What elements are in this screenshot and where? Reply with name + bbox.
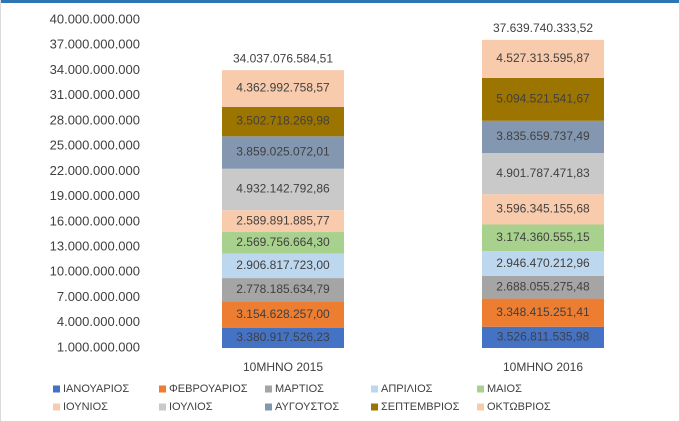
bar-segment	[222, 136, 344, 169]
data-label: 4.362.992.758,57	[236, 81, 330, 95]
data-label: 2.589.891.885,77	[236, 213, 330, 227]
bar-segment	[222, 106, 344, 137]
legend-label: ΣΕΠΤΕΜΒΡΙΟΣ	[381, 401, 460, 413]
legend-swatch	[265, 385, 272, 393]
y-tick-label: 19.000.000.000	[50, 188, 140, 203]
legend-label: ΑΠΡΙΛΙΟΣ	[381, 383, 433, 395]
bar-segment	[482, 298, 604, 327]
legend-label: ΙΟΥΝΙΟΣ	[63, 401, 108, 413]
legend-label: ΜΑΙΟΣ	[487, 383, 522, 395]
legend-label: ΙΑΝΟΥΑΡΙΟΣ	[63, 383, 129, 395]
legend-swatch	[477, 385, 484, 393]
bar-segment	[482, 275, 604, 299]
data-label: 3.596.345.155,68	[496, 202, 590, 216]
legend-swatch	[477, 403, 484, 411]
bar-segment	[222, 168, 344, 211]
bar-segment	[482, 326, 604, 348]
bar-segment	[222, 232, 344, 254]
data-label: 2.778.185.634,79	[236, 282, 330, 296]
data-label: 4.932.142.792,86	[236, 182, 330, 196]
y-tick-label: 16.000.000.000	[50, 213, 140, 228]
data-label: 3.154.628.257,00	[236, 307, 330, 321]
legend-swatch	[265, 403, 272, 411]
y-tick-label: 34.000.000.000	[50, 62, 140, 77]
y-tick-label: 7.000.000.000	[57, 289, 140, 304]
data-label: 2.688.055.275,48	[496, 279, 590, 293]
data-label: 3.348.415.251,41	[496, 305, 590, 319]
total-label: 37.639.740.333,52	[493, 21, 593, 35]
y-tick-label: 40.000.000.000	[50, 11, 140, 26]
y-tick-label: 10.000.000.000	[50, 264, 140, 279]
bar-segment	[222, 278, 344, 302]
y-tick-label: 1.000.000.000	[57, 339, 140, 354]
bar-segment	[222, 301, 344, 328]
bar-segment	[482, 77, 604, 121]
y-tick-label: 4.000.000.000	[57, 314, 140, 329]
bar-segment	[482, 153, 604, 195]
x-tick-label: 10ΜΗΝΟ 2015	[243, 360, 323, 374]
bar-segment	[222, 253, 344, 279]
y-tick-label: 13.000.000.000	[50, 239, 140, 254]
data-label: 3.174.360.555,15	[496, 230, 590, 244]
x-tick-label: 10ΜΗΝΟ 2016	[503, 360, 583, 374]
legend-label: ΜΑΡΤΙΟΣ	[275, 383, 324, 395]
data-label: 3.859.025.072,01	[236, 145, 330, 159]
data-label: 3.502.718.269,98	[236, 114, 330, 128]
data-label: 4.527.313.595,87	[496, 51, 590, 65]
data-label: 3.835.659.737,49	[496, 129, 590, 143]
bar-segment	[482, 120, 604, 154]
data-label: 5.094.521.541,67	[496, 92, 590, 106]
legend-label: ΟΚΤΩΒΡΙΟΣ	[487, 401, 551, 413]
y-tick-label: 22.000.000.000	[50, 163, 140, 178]
data-label: 3.526.811.535,98	[497, 330, 590, 344]
data-label: 4.901.787.471,83	[496, 166, 590, 180]
legend-label: ΑΥΓΟΥΣΤΟΣ	[275, 401, 339, 413]
legend-label: ΦΕΒΡΟΥΑΡΙΟΣ	[169, 383, 248, 395]
bar-segment	[482, 39, 604, 78]
legend-swatch	[159, 403, 166, 411]
bar-segment	[482, 194, 604, 225]
legend-swatch	[159, 385, 166, 393]
data-label: 2.906.817.723,00	[236, 258, 330, 272]
legend-label: ΙΟΥΛΙΟΣ	[169, 401, 213, 413]
y-tick-label: 28.000.000.000	[50, 112, 140, 127]
bar-segment	[222, 327, 344, 348]
total-label: 34.037.076.584,51	[233, 51, 333, 65]
data-label: 2.569.756.664,30	[236, 235, 330, 249]
data-label: 3.380.917.526,23	[236, 330, 330, 344]
legend-swatch	[371, 403, 378, 411]
legend-swatch	[371, 385, 378, 393]
top-edge	[0, 0, 680, 3]
data-label: 2.946.470.212,96	[496, 256, 590, 270]
y-tick-label: 37.000.000.000	[50, 37, 140, 52]
y-tick-label: 31.000.000.000	[50, 87, 140, 102]
bar-segment	[222, 210, 344, 233]
bar-segment	[482, 224, 604, 252]
bar-segment	[222, 70, 344, 107]
legend-swatch	[53, 385, 60, 393]
y-tick-label: 25.000.000.000	[50, 138, 140, 153]
bar-segment	[482, 251, 604, 276]
legend-swatch	[53, 403, 60, 411]
